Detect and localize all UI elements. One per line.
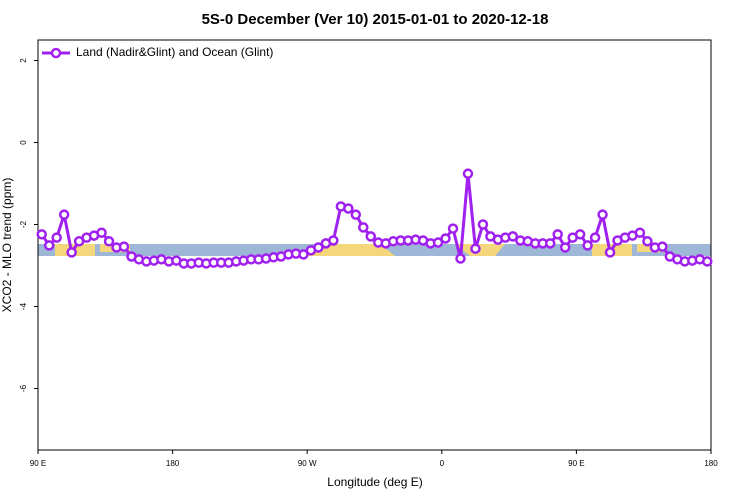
data-point (36, 229, 47, 240)
data-point (118, 241, 130, 252)
y-tick-label: 0 (19, 140, 28, 145)
data-point (634, 227, 646, 238)
data-point (43, 240, 55, 251)
y-tick-label: 2 (19, 58, 28, 63)
data-point (604, 247, 616, 258)
x-axis-label: Longitude (deg E) (327, 475, 422, 489)
chart-title: 5S-0 December (Ver 10) 2015-01-01 to 202… (202, 11, 549, 28)
y-tick-label: -6 (19, 384, 28, 392)
x-tick-label: 90 E (30, 459, 46, 468)
data-point (642, 236, 653, 247)
data-point (507, 231, 519, 242)
data-point (552, 229, 563, 240)
data-point (313, 242, 324, 253)
x-tick-label: 180 (704, 459, 718, 468)
data-point (365, 231, 377, 242)
data-point (462, 168, 474, 179)
data-point (477, 219, 489, 230)
plot-frame (37, 39, 712, 451)
y-axis-label: XCO2 - MLO trend (ppm) (0, 178, 14, 313)
data-point (350, 209, 362, 220)
data-point (574, 229, 586, 240)
legend-marker (50, 47, 62, 59)
data-point (440, 233, 451, 244)
data-point (470, 243, 481, 254)
data-point (589, 232, 601, 243)
data-point (544, 238, 556, 249)
data-point (582, 240, 593, 251)
data-point (657, 241, 668, 252)
y-tick-label: -2 (19, 220, 28, 228)
data-point (559, 242, 571, 253)
data-point (96, 227, 107, 238)
data-point (358, 222, 369, 233)
legend-label: Land (Nadir&Glint) and Ocean (Glint) (76, 45, 273, 59)
y-tick-label: -4 (19, 302, 28, 310)
data-point (702, 256, 713, 267)
data-point (343, 203, 354, 214)
data-point (51, 232, 62, 243)
data-point (447, 223, 459, 234)
data-point (597, 209, 608, 220)
x-tick-label: 180 (166, 459, 180, 468)
data-point (455, 253, 466, 264)
data-point (58, 209, 70, 220)
x-tick-label: 0 (440, 459, 445, 468)
data-point (103, 236, 115, 247)
data-point (298, 249, 309, 260)
data-point (66, 247, 77, 258)
x-tick-label: 90 W (298, 459, 317, 468)
x-tick-label: 90 E (568, 459, 584, 468)
data-point (328, 235, 339, 246)
data-point (432, 237, 444, 248)
